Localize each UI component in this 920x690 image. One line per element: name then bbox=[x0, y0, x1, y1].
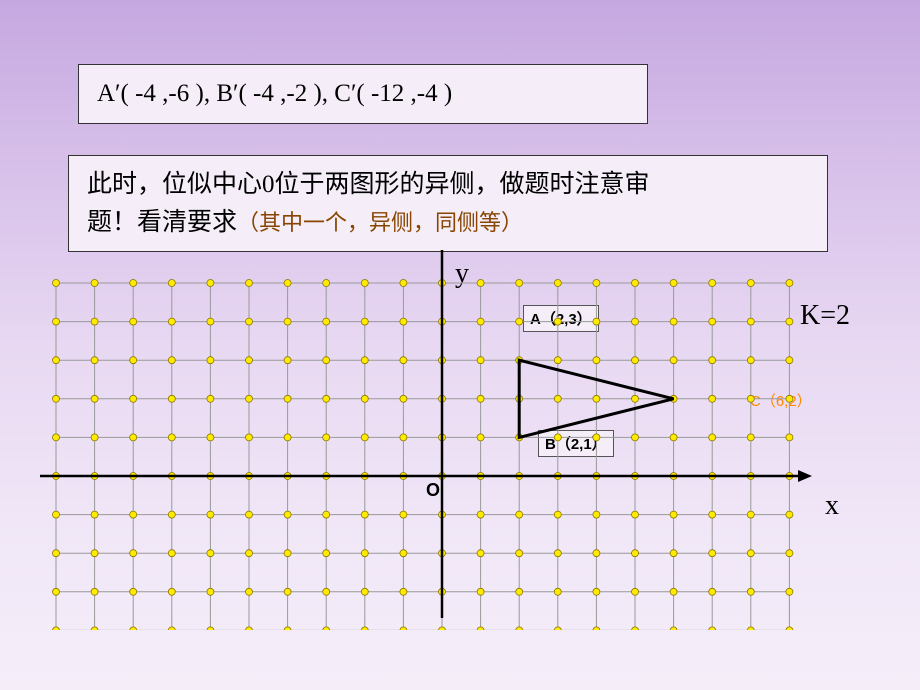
coordinate-plane bbox=[40, 250, 900, 630]
instruction-line2a: 题！看清要求 bbox=[87, 209, 237, 236]
instruction-line1: 此时，位似中心0位于两图形的异侧，做题时注意审 bbox=[87, 171, 650, 198]
coords-text: A′( -4 ,-6 ), B′( -4 ,-2 ), C′( -12 ,-4 … bbox=[97, 80, 452, 107]
instruction-box: 此时，位似中心0位于两图形的异侧，做题时注意审 题！看清要求（其中一个，异侧，同… bbox=[68, 155, 828, 252]
instruction-note: （其中一个，异侧，同侧等） bbox=[237, 210, 523, 235]
coords-box: A′( -4 ,-6 ), B′( -4 ,-2 ), C′( -12 ,-4 … bbox=[78, 64, 648, 124]
